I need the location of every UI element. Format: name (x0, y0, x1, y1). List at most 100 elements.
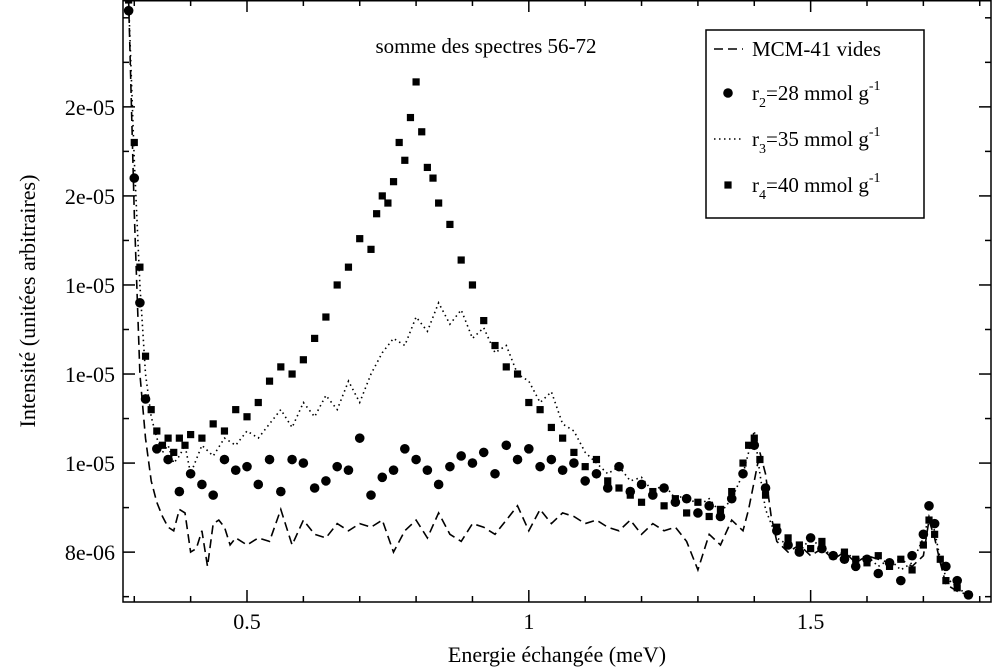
legend-box (705, 29, 925, 219)
data-point (683, 509, 691, 517)
data-point (535, 461, 545, 472)
data-point (197, 479, 207, 490)
data-point (908, 566, 916, 574)
data-point (649, 487, 657, 496)
data-point (457, 256, 465, 264)
data-point (456, 451, 466, 461)
data-point (874, 552, 882, 560)
data-point (378, 192, 386, 200)
data-point (491, 341, 499, 350)
data-point (429, 174, 437, 182)
data-point (208, 490, 218, 500)
data-point (418, 128, 426, 136)
data-point (705, 512, 713, 521)
data-point (907, 550, 917, 561)
data-point (130, 138, 138, 147)
data-point (660, 502, 668, 510)
legend-label: MCM-41 vides (752, 37, 881, 61)
data-point (728, 487, 736, 496)
data-point (694, 498, 702, 506)
data-point (377, 472, 388, 483)
data-point (435, 199, 443, 207)
data-point (570, 448, 578, 456)
data-point (343, 465, 354, 476)
data-point (322, 313, 330, 321)
data-point (501, 440, 512, 451)
data-point (367, 245, 375, 253)
data-point (388, 465, 399, 476)
data-point (175, 434, 183, 442)
data-point (681, 493, 692, 504)
data-point (716, 505, 725, 513)
legend-label: r3=35 mmol g-1 (752, 125, 881, 157)
y-tick-label: 8e-06 (65, 540, 115, 565)
data-point (924, 501, 934, 511)
data-point (422, 465, 433, 476)
y-tick-label: 2e-05 (65, 184, 115, 209)
data-point (602, 483, 613, 493)
y-tick-label: 1e-05 (65, 451, 115, 476)
data-point (219, 454, 230, 465)
data-point (332, 461, 342, 472)
data-point (356, 235, 364, 243)
data-point (693, 508, 703, 518)
data-point (850, 561, 861, 572)
data-point (174, 486, 185, 497)
data-point (715, 511, 726, 522)
legend-label-text: r (752, 127, 759, 151)
x-axis-title: Energie échangée (meV) (448, 642, 666, 667)
data-point (187, 430, 195, 439)
data-point (209, 420, 217, 428)
data-point (873, 568, 884, 579)
data-point (163, 454, 173, 465)
legend-label-subscript: 3 (759, 142, 766, 157)
data-point (547, 423, 555, 432)
data-point (243, 413, 251, 421)
data-point (592, 455, 601, 464)
legend-label-text: MCM-41 vides (752, 37, 881, 61)
chart-annotation: somme des spectres 56-72 (375, 34, 596, 58)
data-point (277, 363, 285, 371)
data-point (637, 498, 646, 506)
data-point (373, 210, 381, 218)
data-point (925, 516, 933, 524)
data-point (739, 459, 747, 467)
data-point (129, 173, 140, 183)
data-point (817, 543, 827, 554)
data-point (164, 434, 172, 442)
data-point (141, 352, 150, 360)
data-point (840, 548, 849, 556)
series-4 (125, 0, 973, 599)
y-tick-label: 1e-05 (65, 362, 115, 387)
data-point (433, 479, 444, 490)
data-point (512, 454, 523, 465)
data-point (615, 484, 623, 492)
axis-ticks (123, 0, 991, 602)
legend-label-superscript: -1 (869, 125, 881, 140)
data-point (220, 427, 229, 435)
data-point (198, 434, 206, 442)
legend-label-subscript: 2 (759, 96, 766, 111)
series-line (127, 0, 969, 596)
data-point (591, 468, 602, 479)
data-point (406, 113, 415, 122)
data-point (395, 138, 403, 147)
legend-label-superscript: -1 (869, 171, 881, 186)
legend-label: r2=28 mmol g-1 (752, 79, 881, 111)
data-point (745, 441, 753, 449)
data-point (366, 490, 376, 500)
data-point (288, 370, 296, 378)
data-point (941, 561, 951, 572)
data-point (829, 552, 837, 560)
data-point (536, 406, 544, 414)
data-point (321, 476, 331, 486)
data-point (738, 468, 748, 479)
data-point (671, 495, 679, 503)
data-point (333, 281, 341, 289)
plot-frame (122, 0, 992, 603)
data-point (264, 454, 275, 465)
legend-label-superscript: -1 (869, 79, 881, 94)
legend-label: r4=40 mmol g-1 (752, 171, 881, 203)
data-point (136, 263, 144, 271)
